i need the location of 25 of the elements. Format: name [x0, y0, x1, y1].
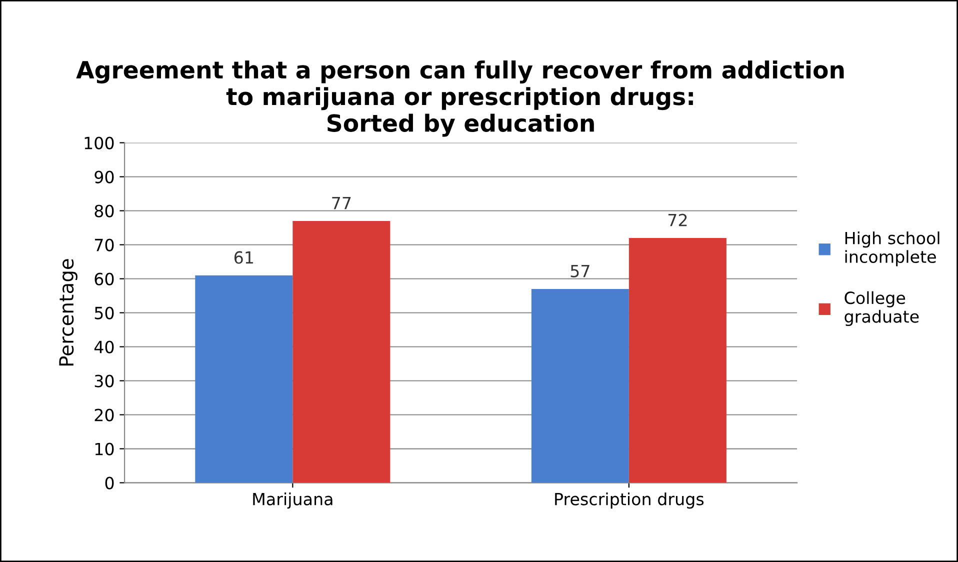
y-tick-label: 90 — [94, 170, 114, 184]
data-label: 72 — [668, 214, 687, 226]
bar — [292, 220, 390, 483]
chart-title: Agreement that a person can fully recover from addiction to marijuana or prescription drugs: Sorted by education — [76, 60, 844, 137]
y-tick-label: 10 — [95, 442, 114, 456]
y-tick-label: 80 — [94, 204, 114, 218]
legend-label: High school incomplete — [845, 231, 940, 266]
bar — [531, 288, 629, 483]
y-tick-label: 60 — [94, 272, 114, 286]
y-axis-title: Percentage — [59, 259, 78, 366]
y-tick-label: 70 — [94, 238, 114, 252]
data-label: 57 — [570, 265, 590, 278]
bar — [195, 275, 293, 483]
y-tick-label: 0 — [105, 476, 114, 490]
bar — [628, 238, 726, 483]
y-tick-label: 100 — [84, 136, 114, 150]
y-tick-label: 20 — [94, 408, 114, 422]
x-tick-label: Prescription drugs — [555, 492, 704, 509]
data-label: 61 — [234, 251, 253, 264]
y-tick-label: 50 — [94, 306, 114, 320]
legend-label: College graduate — [844, 291, 919, 326]
data-label: 77 — [332, 197, 351, 210]
y-tick-label: 40 — [94, 340, 114, 354]
x-tick-label: Marijuana — [253, 492, 332, 509]
y-tick-label: 30 — [94, 374, 114, 388]
